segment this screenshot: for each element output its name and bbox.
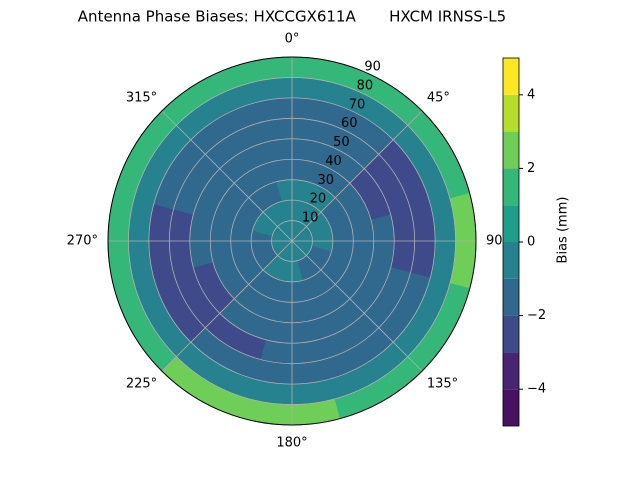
colorbar-segment: [503, 352, 519, 390]
r-tick-label: 80: [357, 78, 374, 93]
colorbar-tick-label: 2: [527, 161, 535, 176]
colorbar-tick-label: −2: [527, 308, 546, 323]
colorbar-tick-label: 0: [527, 235, 535, 250]
grid-spoke: [161, 110, 293, 242]
r-tick-label: 60: [341, 116, 358, 131]
colorbar-segment: [503, 242, 519, 279]
r-tick-label: 20: [310, 192, 327, 207]
grid-spoke: [291, 240, 423, 372]
r-tick-label: 40: [325, 154, 342, 169]
r-tick-label: 50: [333, 135, 350, 150]
colorbar-segment: [503, 58, 519, 95]
r-tick-label: 30: [317, 173, 334, 188]
grid-spoke: [161, 240, 293, 372]
colorbar-segment: [503, 131, 519, 169]
grid-spoke: [291, 110, 423, 242]
theta-tick-label: 315°: [126, 91, 157, 106]
colorbar-segment: [503, 168, 519, 206]
r-tick-label: 90: [364, 60, 381, 75]
colorbar-segment: [503, 389, 519, 426]
colorbar-segment: [503, 205, 519, 242]
theta-tick-label: 45°: [427, 91, 450, 106]
r-tick-label: 10: [302, 211, 319, 226]
chart-title: Antenna Phase Biases: HXCCGX611A HXCM IR…: [78, 8, 506, 26]
theta-tick-label: 270°: [67, 234, 98, 249]
polar-frame: [107, 56, 477, 426]
colorbar-tick-label: 4: [527, 87, 535, 102]
theta-tick-label: 0°: [285, 32, 300, 47]
theta-tick-label: 135°: [427, 376, 458, 391]
colorbar-label: Bias (mm): [556, 197, 571, 264]
colorbar-tick-label: −4: [527, 382, 546, 397]
theta-tick-label: 180°: [276, 436, 307, 451]
colorbar-segment: [503, 315, 519, 353]
r-tick-label: 70: [349, 97, 366, 112]
colorbar-segment: [503, 278, 519, 316]
colorbar-segment: [503, 94, 519, 132]
theta-tick-label: 225°: [126, 376, 157, 391]
